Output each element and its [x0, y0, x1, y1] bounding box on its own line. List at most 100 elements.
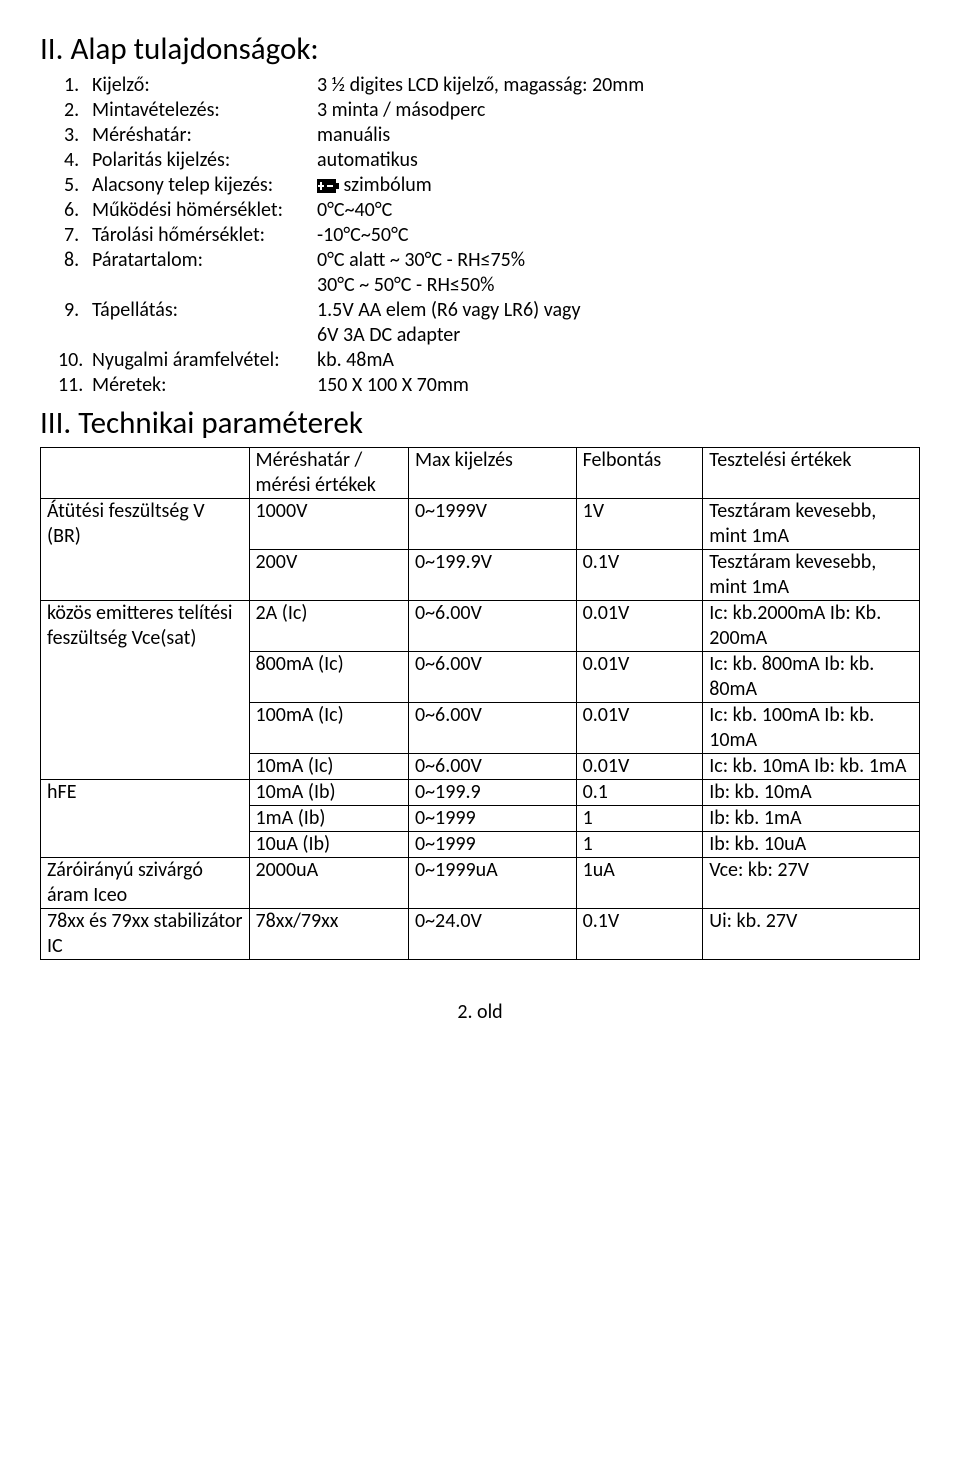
table-cell: 78xx/79xx	[249, 908, 408, 959]
spec-row: 4.Polaritás kijelzés:automatikus	[40, 148, 920, 173]
spec-row: 10.Nyugalmi áramfelvétel:kb. 48mA	[40, 348, 920, 373]
table-cell: 10mA (Ib)	[249, 779, 408, 805]
table-cell: 800mA (Ic)	[249, 651, 408, 702]
table-cell: 1	[576, 805, 703, 831]
spec-row-continuation: 30°C ~ 50°C - RH≤50%	[40, 273, 920, 298]
spec-number: 5.	[40, 173, 92, 198]
table-cell: 2000uA	[249, 857, 408, 908]
table-cell: 0.01V	[576, 753, 703, 779]
table-cell: Tesztáram kevesebb, mint 1mA	[703, 549, 920, 600]
spec-label: Polaritás kijelzés:	[92, 148, 317, 173]
table-cell: Tesztáram kevesebb, mint 1mA	[703, 498, 920, 549]
table-cell: 0.1V	[576, 549, 703, 600]
spec-value: kb. 48mA	[317, 348, 920, 373]
spec-number: 10.	[40, 348, 92, 373]
spec-value-text: szimbólum	[339, 173, 432, 197]
spec-value: automatikus	[317, 148, 920, 173]
spec-value: -10°C~50°C	[317, 223, 920, 248]
table-cell: 0~6.00V	[408, 702, 576, 753]
spec-number: 11.	[40, 373, 92, 398]
table-cell: 0~1999uA	[408, 857, 576, 908]
table-cell: Ib: kb. 10uA	[703, 831, 920, 857]
spec-value: 0°C alatt ~ 30°C - RH≤75%	[317, 248, 920, 273]
table-cell: Ic: kb. 10mA Ib: kb. 1mA	[703, 753, 920, 779]
spec-row: 2.Mintavételezés:3 minta / másodperc	[40, 98, 920, 123]
spec-number: 6.	[40, 198, 92, 223]
table-cell: Ic: kb. 800mA Ib: kb. 80mA	[703, 651, 920, 702]
spec-number: 4.	[40, 148, 92, 173]
table-cell: 10mA (Ic)	[249, 753, 408, 779]
table-cell: 0.01V	[576, 702, 703, 753]
table-header-cell: Felbontás	[576, 447, 703, 498]
table-cell: hFE	[41, 779, 250, 857]
spec-value: szimbólum	[317, 173, 920, 198]
battery-icon	[317, 179, 339, 193]
table-cell: 0~6.00V	[408, 651, 576, 702]
page-footer: 2. old	[40, 1000, 920, 1025]
table-cell: 0~24.0V	[408, 908, 576, 959]
table-row: Átütési feszültség V (BR)1000V0~1999V1VT…	[41, 498, 920, 549]
spec-row: 7.Tárolási hőmérséklet:-10°C~50°C	[40, 223, 920, 248]
table-cell: 0~6.00V	[408, 600, 576, 651]
spec-label: Tápellátás:	[92, 298, 317, 323]
table-header-cell: Max kijelzés	[408, 447, 576, 498]
table-cell: Ib: kb. 10mA	[703, 779, 920, 805]
spec-row: 1.Kijelző:3 ½ digites LCD kijelző, magas…	[40, 73, 920, 98]
table-row: közös emitteres telítési feszültség Vce(…	[41, 600, 920, 651]
spec-label: Tárolási hőmérséklet:	[92, 223, 317, 248]
spec-value: 30°C ~ 50°C - RH≤50%	[40, 273, 920, 298]
table-header-cell	[41, 447, 250, 498]
spec-number: 1.	[40, 73, 92, 98]
spec-row: 5.Alacsony telep kijezés: szimbólum	[40, 173, 920, 198]
param-table: Méréshatár / mérési értékekMax kijelzésF…	[40, 447, 920, 960]
table-cell: Vce: kb: 27V	[703, 857, 920, 908]
spec-row: 3.Méréshatár:manuális	[40, 123, 920, 148]
spec-number: 3.	[40, 123, 92, 148]
spec-value: 3 ½ digites LCD kijelző, magasság: 20mm	[317, 73, 920, 98]
spec-list: 1.Kijelző:3 ½ digites LCD kijelző, magas…	[40, 73, 920, 398]
spec-label: Páratartalom:	[92, 248, 317, 273]
spec-value: 150 X 100 X 70mm	[317, 373, 920, 398]
table-cell: 78xx és 79xx stabilizátor IC	[41, 908, 250, 959]
table-cell: 0~1999	[408, 831, 576, 857]
spec-number: 2.	[40, 98, 92, 123]
spec-row: 8.Páratartalom:0°C alatt ~ 30°C - RH≤75%	[40, 248, 920, 273]
table-cell: 0~199.9	[408, 779, 576, 805]
section-title-params: III. Technikai paraméterek	[40, 404, 920, 443]
table-cell: 0~1999V	[408, 498, 576, 549]
table-cell: 2A (Ic)	[249, 600, 408, 651]
table-cell: 1uA	[576, 857, 703, 908]
spec-number: 8.	[40, 248, 92, 273]
table-row: 78xx és 79xx stabilizátor IC78xx/79xx0~2…	[41, 908, 920, 959]
table-cell: 0.01V	[576, 600, 703, 651]
table-header-row: Méréshatár / mérési értékekMax kijelzésF…	[41, 447, 920, 498]
table-row: hFE10mA (Ib)0~199.90.1Ib: kb. 10mA	[41, 779, 920, 805]
table-cell: 0.01V	[576, 651, 703, 702]
table-cell: 0~6.00V	[408, 753, 576, 779]
table-cell: Ic: kb. 100mA Ib: kb. 10mA	[703, 702, 920, 753]
spec-label: Működési hömérséklet:	[92, 198, 317, 223]
table-cell: Ib: kb. 1mA	[703, 805, 920, 831]
spec-label: Nyugalmi áramfelvétel:	[92, 348, 317, 373]
spec-row: 11.Méretek:150 X 100 X 70mm	[40, 373, 920, 398]
section-title-properties: II. Alap tulajdonságok:	[40, 30, 920, 69]
table-cell: Ui: kb. 27V	[703, 908, 920, 959]
table-header-cell: Tesztelési értékek	[703, 447, 920, 498]
spec-value: manuális	[317, 123, 920, 148]
table-cell: 1mA (Ib)	[249, 805, 408, 831]
spec-value: 6V 3A DC adapter	[40, 323, 920, 348]
spec-label: Méréshatár:	[92, 123, 317, 148]
table-cell: 200V	[249, 549, 408, 600]
table-cell: 100mA (Ic)	[249, 702, 408, 753]
table-cell: 1	[576, 831, 703, 857]
table-cell: Záróirányú szivárgó áram Iceo	[41, 857, 250, 908]
spec-number: 7.	[40, 223, 92, 248]
spec-value: 1.5V AA elem (R6 vagy LR6) vagy	[317, 298, 920, 323]
spec-row: 9.Tápellátás:1.5V AA elem (R6 vagy LR6) …	[40, 298, 920, 323]
spec-value: 0°C~40°C	[317, 198, 920, 223]
table-cell: közös emitteres telítési feszültség Vce(…	[41, 600, 250, 779]
table-cell: 0~1999	[408, 805, 576, 831]
table-header-cell: Méréshatár / mérési értékek	[249, 447, 408, 498]
table-cell: Ic: kb.2000mA Ib: Kb. 200mA	[703, 600, 920, 651]
table-cell: 1V	[576, 498, 703, 549]
